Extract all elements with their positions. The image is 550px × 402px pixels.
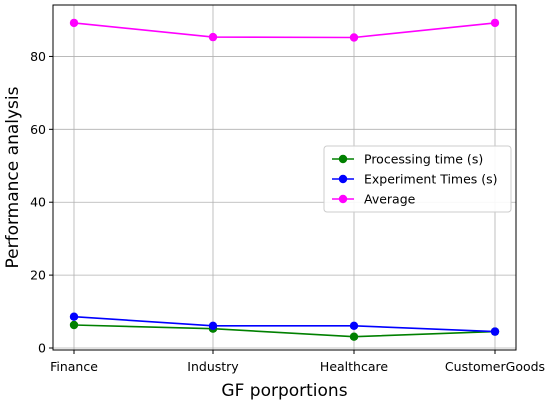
legend: Processing time (s) Experiment Times (s) A… [323,145,512,213]
data-point [349,332,359,341]
x-tick-label: Finance [50,359,98,374]
data-point [349,321,359,330]
series-line [73,324,496,338]
x-tick-label: Healthcare [320,359,388,374]
legend-swatch-marker [338,174,348,184]
y-tick-label: 20 [30,268,46,283]
data-point [349,33,359,42]
y-tick-label: 0 [38,341,46,356]
y-tick-label: 80 [30,49,46,64]
series-line [73,22,496,39]
legend-entry: Experiment Times (s) [364,172,498,187]
y-tick-label: 40 [30,195,46,210]
data-point [490,18,500,28]
grid-lines [53,5,516,350]
legend-swatch-marker [338,194,348,204]
data-point [490,327,500,336]
y-tick-label: 60 [30,122,46,137]
y-axis-ticks: 0 20 40 60 80 [30,49,53,356]
x-tick-label: Industry [187,359,239,374]
x-tick-label: CustomerGoods [445,359,545,374]
legend-entry: Average [364,192,416,207]
plot-frame [52,4,517,351]
y-axis-label: Performance analysis [3,86,23,268]
legend-entry: Processing time (s) [364,152,483,167]
x-axis-ticks: Finance Industry Healthcare CustomerGoods [50,350,545,374]
data-point [208,32,218,42]
series-layer [69,18,500,341]
x-axis-label: GF porportions [221,381,347,401]
data-point [69,312,79,321]
data-point [69,18,79,28]
data-point [208,321,218,330]
data-point [69,320,79,330]
legend-swatch-marker [338,154,348,164]
series-line [73,315,496,333]
legend-box [323,145,512,213]
